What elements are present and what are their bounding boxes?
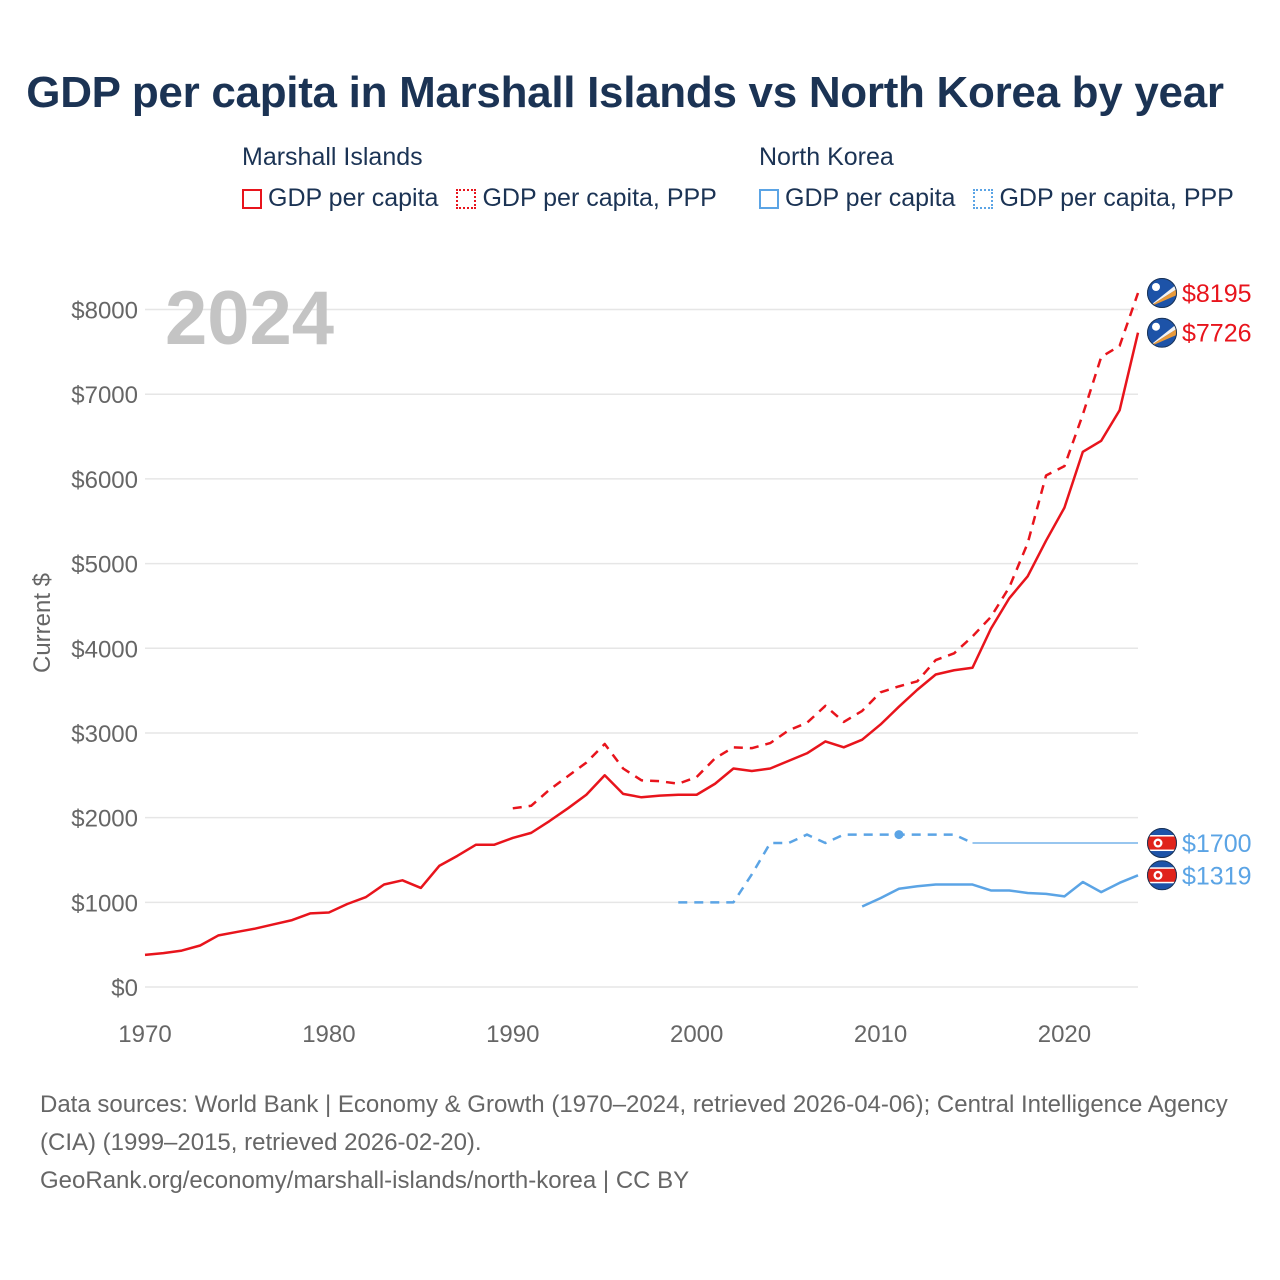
y-axis-label: Current $ bbox=[29, 573, 56, 673]
grid-lines bbox=[145, 308, 1138, 988]
legend-item-mh-gdp[interactable]: GDP per capita bbox=[242, 184, 438, 213]
north-korea-flag-icon bbox=[1147, 828, 1177, 858]
legend-item-label: GDP per capita, PPP bbox=[999, 184, 1234, 212]
y-tick-label: $7000 bbox=[71, 382, 138, 409]
legend-item-kp-gdp[interactable]: GDP per capita bbox=[759, 184, 955, 213]
y-axis: $0 $1000 $2000 $3000 $4000 $5000 $6000 $7000 $80… bbox=[71, 298, 138, 1003]
x-tick-label: 2010 bbox=[854, 1021, 907, 1048]
y-tick-label: $8000 bbox=[71, 298, 138, 325]
legend-item-mh-gdp-ppp[interactable]: GDP per capita, PPP bbox=[456, 184, 717, 213]
x-tick-label: 2000 bbox=[670, 1021, 723, 1048]
y-tick-label: $3000 bbox=[71, 721, 138, 748]
x-tick-label: 1990 bbox=[486, 1021, 539, 1048]
y-tick-label: $5000 bbox=[71, 552, 138, 579]
chart-title: GDP per capita in Marshall Islands vs No… bbox=[26, 68, 1224, 117]
legend-swatch-solid-red bbox=[242, 188, 262, 209]
legend-swatch-dotted-blue bbox=[973, 188, 994, 209]
series-highlight-point bbox=[894, 830, 904, 840]
legend-item-label: GDP per capita, PPP bbox=[482, 184, 717, 212]
end-labels: $7726 $8195 $1319 $1700 bbox=[1147, 278, 1252, 890]
y-tick-label: $1000 bbox=[71, 890, 138, 917]
north-korea-flag-icon bbox=[1147, 860, 1177, 890]
series-line-3 bbox=[678, 833, 974, 904]
marshall-islands-flag-icon bbox=[1147, 318, 1177, 348]
source-citation: Data sources: World Bank | Economy & Gro… bbox=[40, 1091, 1228, 1156]
legend-item-kp-gdp-ppp[interactable]: GDP per capita, PPP bbox=[973, 184, 1234, 213]
legend-item-label: GDP per capita bbox=[785, 184, 956, 212]
marshall-islands-flag-icon bbox=[1147, 278, 1177, 308]
source-note: Data sources: World Bank | Economy & Gro… bbox=[40, 1086, 1250, 1200]
series-end-label: $1700 bbox=[1182, 830, 1252, 858]
year-watermark: 2024 bbox=[165, 276, 334, 361]
series-layer bbox=[144, 292, 1140, 957]
legend-swatch-solid-blue bbox=[759, 188, 779, 209]
legend-country-label: North Korea bbox=[759, 143, 894, 171]
legend-marshall-islands: Marshall Islands GDP per capita GDP per … bbox=[242, 143, 717, 213]
legend-country-label: Marshall Islands bbox=[242, 143, 423, 171]
source-link[interactable]: GeoRank.org/economy/marshall-islands/nor… bbox=[40, 1167, 690, 1194]
y-tick-label: $4000 bbox=[71, 636, 138, 663]
series-line-1 bbox=[512, 292, 1140, 810]
legend-swatch-dotted-red bbox=[456, 188, 477, 209]
x-tick-label: 2020 bbox=[1038, 1021, 1091, 1048]
x-axis: 1970 1980 1990 2000 2010 2020 bbox=[118, 1021, 1091, 1048]
legend-north-korea: North Korea GDP per capita GDP per capit… bbox=[759, 143, 1234, 213]
line-chart: $0 $1000 $2000 $3000 $4000 $5000 $6000 $7000 $80… bbox=[29, 276, 1252, 1048]
legend-item-label: GDP per capita bbox=[268, 184, 439, 212]
series-line-2 bbox=[861, 874, 1139, 908]
series-end-label: $1319 bbox=[1182, 862, 1252, 890]
y-tick-label: $6000 bbox=[71, 467, 138, 494]
series-line-0 bbox=[144, 332, 1140, 957]
x-tick-label: 1980 bbox=[302, 1021, 355, 1048]
series-end-label: $7726 bbox=[1182, 320, 1252, 348]
y-tick-label: $2000 bbox=[71, 806, 138, 833]
y-tick-label: $0 bbox=[111, 975, 138, 1002]
x-tick-label: 1970 bbox=[118, 1021, 171, 1048]
series-end-label: $8195 bbox=[1182, 280, 1252, 308]
